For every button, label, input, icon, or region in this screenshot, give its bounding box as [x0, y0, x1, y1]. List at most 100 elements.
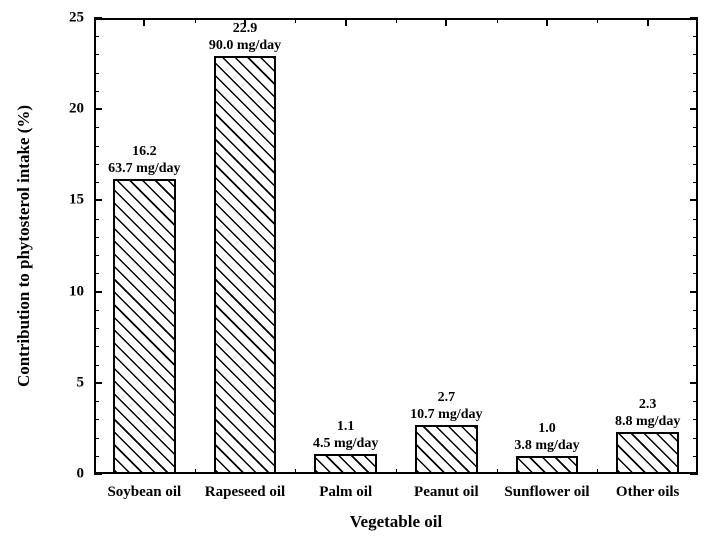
bar-value-mg: 4.5 mg/day	[313, 436, 378, 452]
x-tick-minor	[195, 469, 196, 474]
y-tick-minor	[693, 273, 698, 274]
y-tick-minor	[94, 91, 99, 92]
y-axis-label: Contribution to phytosterol intake (%)	[14, 105, 34, 387]
bar-value-mg: 10.7 mg/day	[410, 407, 482, 423]
y-tick-minor	[94, 365, 99, 366]
y-tick-minor	[94, 54, 99, 55]
chart-container: Contribution to phytosterol intake (%) V…	[0, 0, 726, 552]
y-tick-major	[690, 473, 698, 475]
y-tick-minor	[693, 328, 698, 329]
y-tick-minor	[94, 146, 99, 147]
bar-value-pct: 16.2	[132, 144, 157, 160]
y-tick-minor	[693, 36, 698, 37]
x-tick-major	[143, 18, 145, 26]
bar-value-pct: 1.1	[337, 419, 355, 435]
x-tick-minor	[396, 18, 397, 23]
y-tick-minor	[693, 182, 698, 183]
x-tick-major	[345, 18, 347, 26]
y-tick-minor	[693, 401, 698, 402]
y-tick-minor	[693, 419, 698, 420]
x-tick-major	[647, 18, 649, 26]
x-tick-major	[445, 18, 447, 26]
bar-value-mg: 8.8 mg/day	[615, 414, 680, 430]
y-tick-major	[94, 291, 102, 293]
y-tick-minor	[693, 219, 698, 220]
y-tick-minor	[94, 255, 99, 256]
y-tick-minor	[94, 346, 99, 347]
y-tick-minor	[693, 310, 698, 311]
y-tick-minor	[693, 54, 698, 55]
y-tick-major	[690, 17, 698, 19]
y-tick-minor	[94, 273, 99, 274]
bar-value-pct: 2.7	[438, 390, 456, 406]
x-tick-minor	[597, 18, 598, 23]
y-tick-minor	[693, 73, 698, 74]
y-tick-minor	[693, 456, 698, 457]
y-tick-minor	[94, 310, 99, 311]
y-tick-major	[690, 382, 698, 384]
x-tick-minor	[295, 18, 296, 23]
y-tick-major	[94, 108, 102, 110]
x-tick-major	[546, 18, 548, 26]
y-tick-minor	[94, 36, 99, 37]
y-tick-minor	[693, 164, 698, 165]
plot-area	[94, 18, 698, 474]
y-tick-minor	[693, 237, 698, 238]
y-tick-major	[94, 473, 102, 475]
bar	[516, 456, 578, 474]
x-tick-minor	[497, 18, 498, 23]
y-tick-label: 25	[69, 10, 84, 27]
y-tick-minor	[693, 255, 698, 256]
y-tick-minor	[94, 237, 99, 238]
y-tick-minor	[94, 438, 99, 439]
y-tick-minor	[94, 401, 99, 402]
bar	[214, 56, 276, 474]
y-tick-minor	[693, 346, 698, 347]
y-tick-major	[94, 382, 102, 384]
x-tick-minor	[597, 469, 598, 474]
y-tick-minor	[94, 456, 99, 457]
y-tick-minor	[94, 73, 99, 74]
y-tick-minor	[693, 127, 698, 128]
y-tick-major	[690, 291, 698, 293]
bar-value-pct: 1.0	[538, 421, 556, 437]
bar	[113, 179, 175, 474]
y-tick-major	[94, 17, 102, 19]
y-tick-label: 5	[77, 374, 85, 391]
x-tick-minor	[497, 469, 498, 474]
x-tick-label: Palm oil	[319, 484, 372, 501]
y-tick-label: 20	[69, 101, 84, 118]
x-tick-minor	[195, 18, 196, 23]
x-tick-label: Peanut oil	[414, 484, 479, 501]
bar-value-mg: 3.8 mg/day	[514, 438, 579, 454]
bar-value-pct: 2.3	[639, 397, 657, 413]
y-tick-label: 10	[69, 283, 84, 300]
bar	[314, 454, 376, 474]
bar-value-mg: 63.7 mg/day	[108, 161, 180, 177]
y-tick-label: 0	[77, 466, 85, 483]
bar-value-pct: 22.9	[233, 21, 258, 37]
y-tick-minor	[94, 219, 99, 220]
x-axis-label: Vegetable oil	[350, 512, 442, 532]
bar	[616, 432, 678, 474]
y-tick-minor	[693, 146, 698, 147]
y-tick-minor	[693, 438, 698, 439]
y-tick-minor	[693, 91, 698, 92]
x-tick-label: Rapeseed oil	[205, 484, 285, 501]
bar	[415, 425, 477, 474]
y-tick-minor	[94, 127, 99, 128]
y-tick-major	[94, 199, 102, 201]
x-tick-label: Soybean oil	[107, 484, 181, 501]
x-tick-minor	[295, 469, 296, 474]
y-tick-major	[690, 199, 698, 201]
y-tick-label: 15	[69, 192, 84, 209]
x-tick-label: Sunflower oil	[504, 484, 589, 501]
y-tick-major	[690, 108, 698, 110]
y-tick-minor	[693, 365, 698, 366]
x-tick-minor	[396, 469, 397, 474]
y-tick-minor	[94, 419, 99, 420]
bar-value-mg: 90.0 mg/day	[209, 38, 281, 54]
y-tick-minor	[94, 328, 99, 329]
y-tick-minor	[94, 182, 99, 183]
x-tick-label: Other oils	[616, 484, 679, 501]
